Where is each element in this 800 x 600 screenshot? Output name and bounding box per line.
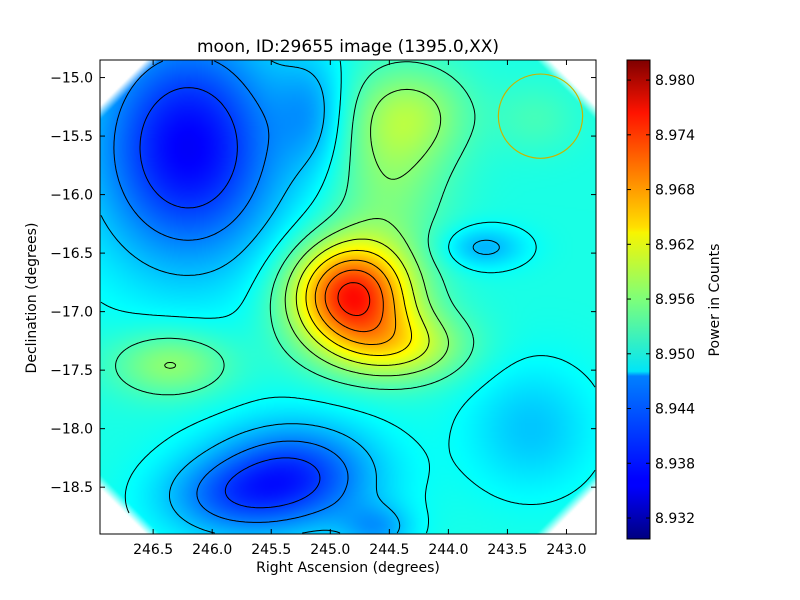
contour-line (295, 238, 430, 366)
contour-line (139, 87, 321, 509)
colorbar-gradient (627, 60, 650, 539)
colorbar: 8.932 8.938 8.944 8.950 8.956 8.962 8.968 8.974… (626, 59, 723, 540)
y-tick-label: −15.5 (50, 129, 93, 145)
contour-line (100, 60, 596, 534)
colorbar-tick-label: 8.944 (655, 402, 695, 418)
colorbar-tick-label: 8.950 (655, 347, 695, 363)
x-tick-label: 243.0 (546, 542, 586, 558)
y-tick-label: −16.5 (50, 246, 93, 262)
contour-line (337, 282, 371, 316)
contour-line (113, 60, 349, 523)
colorbar-tick-label: 8.962 (655, 237, 695, 253)
contour-line (305, 249, 412, 356)
plot-area (99, 59, 597, 535)
plot-frame (99, 59, 597, 535)
heatmap-image (100, 60, 596, 534)
contour-lines (100, 60, 596, 534)
y-axis: −15.0 −15.5 −16.0 −16.5 −17.0 −17.5 −18.0 −18.5 (50, 71, 596, 496)
colorbar-tick-label: 8.968 (655, 183, 695, 199)
colorbar-label: Power in Counts (707, 244, 723, 357)
y-tick-label: −18.5 (50, 480, 93, 496)
y-tick-label: −17.0 (50, 305, 93, 321)
x-tick-label: 243.5 (487, 542, 527, 558)
y-tick-label: −18.0 (50, 422, 93, 438)
x-axis-label: Right Ascension (degrees) (256, 560, 440, 576)
colorbar-tick-label: 8.938 (655, 456, 695, 472)
colorbar-tick-label: 8.932 (655, 511, 695, 527)
x-tick-label: 246.5 (133, 542, 173, 558)
x-tick-label: 244.0 (428, 542, 468, 558)
colorbar-tick-label: 8.974 (655, 128, 695, 144)
contour-line (164, 88, 449, 377)
contour-line (324, 269, 384, 333)
x-tick-label: 245.5 (251, 542, 291, 558)
y-axis-label: Declination (degrees) (24, 223, 40, 374)
x-tick-label: 244.5 (369, 542, 409, 558)
x-axis: 246.5 246.0 245.5 245.0 244.5 244.0 243.5 243.0 (133, 60, 587, 558)
marker-circle (497, 73, 584, 159)
colorbar-tick-label: 8.980 (655, 73, 695, 89)
y-tick-label: −17.5 (50, 363, 93, 379)
chart-title: moon, ID:29655 image (1395.0,XX) (197, 37, 499, 57)
y-tick-label: −16.0 (50, 188, 93, 204)
x-tick-label: 246.0 (192, 542, 232, 558)
contour-line (100, 60, 500, 534)
contour-line (115, 61, 476, 396)
colorbar-tick-label: 8.956 (655, 292, 695, 308)
x-tick-label: 245.0 (310, 542, 350, 558)
contour-line (314, 259, 397, 345)
y-tick-label: −15.0 (50, 71, 93, 87)
